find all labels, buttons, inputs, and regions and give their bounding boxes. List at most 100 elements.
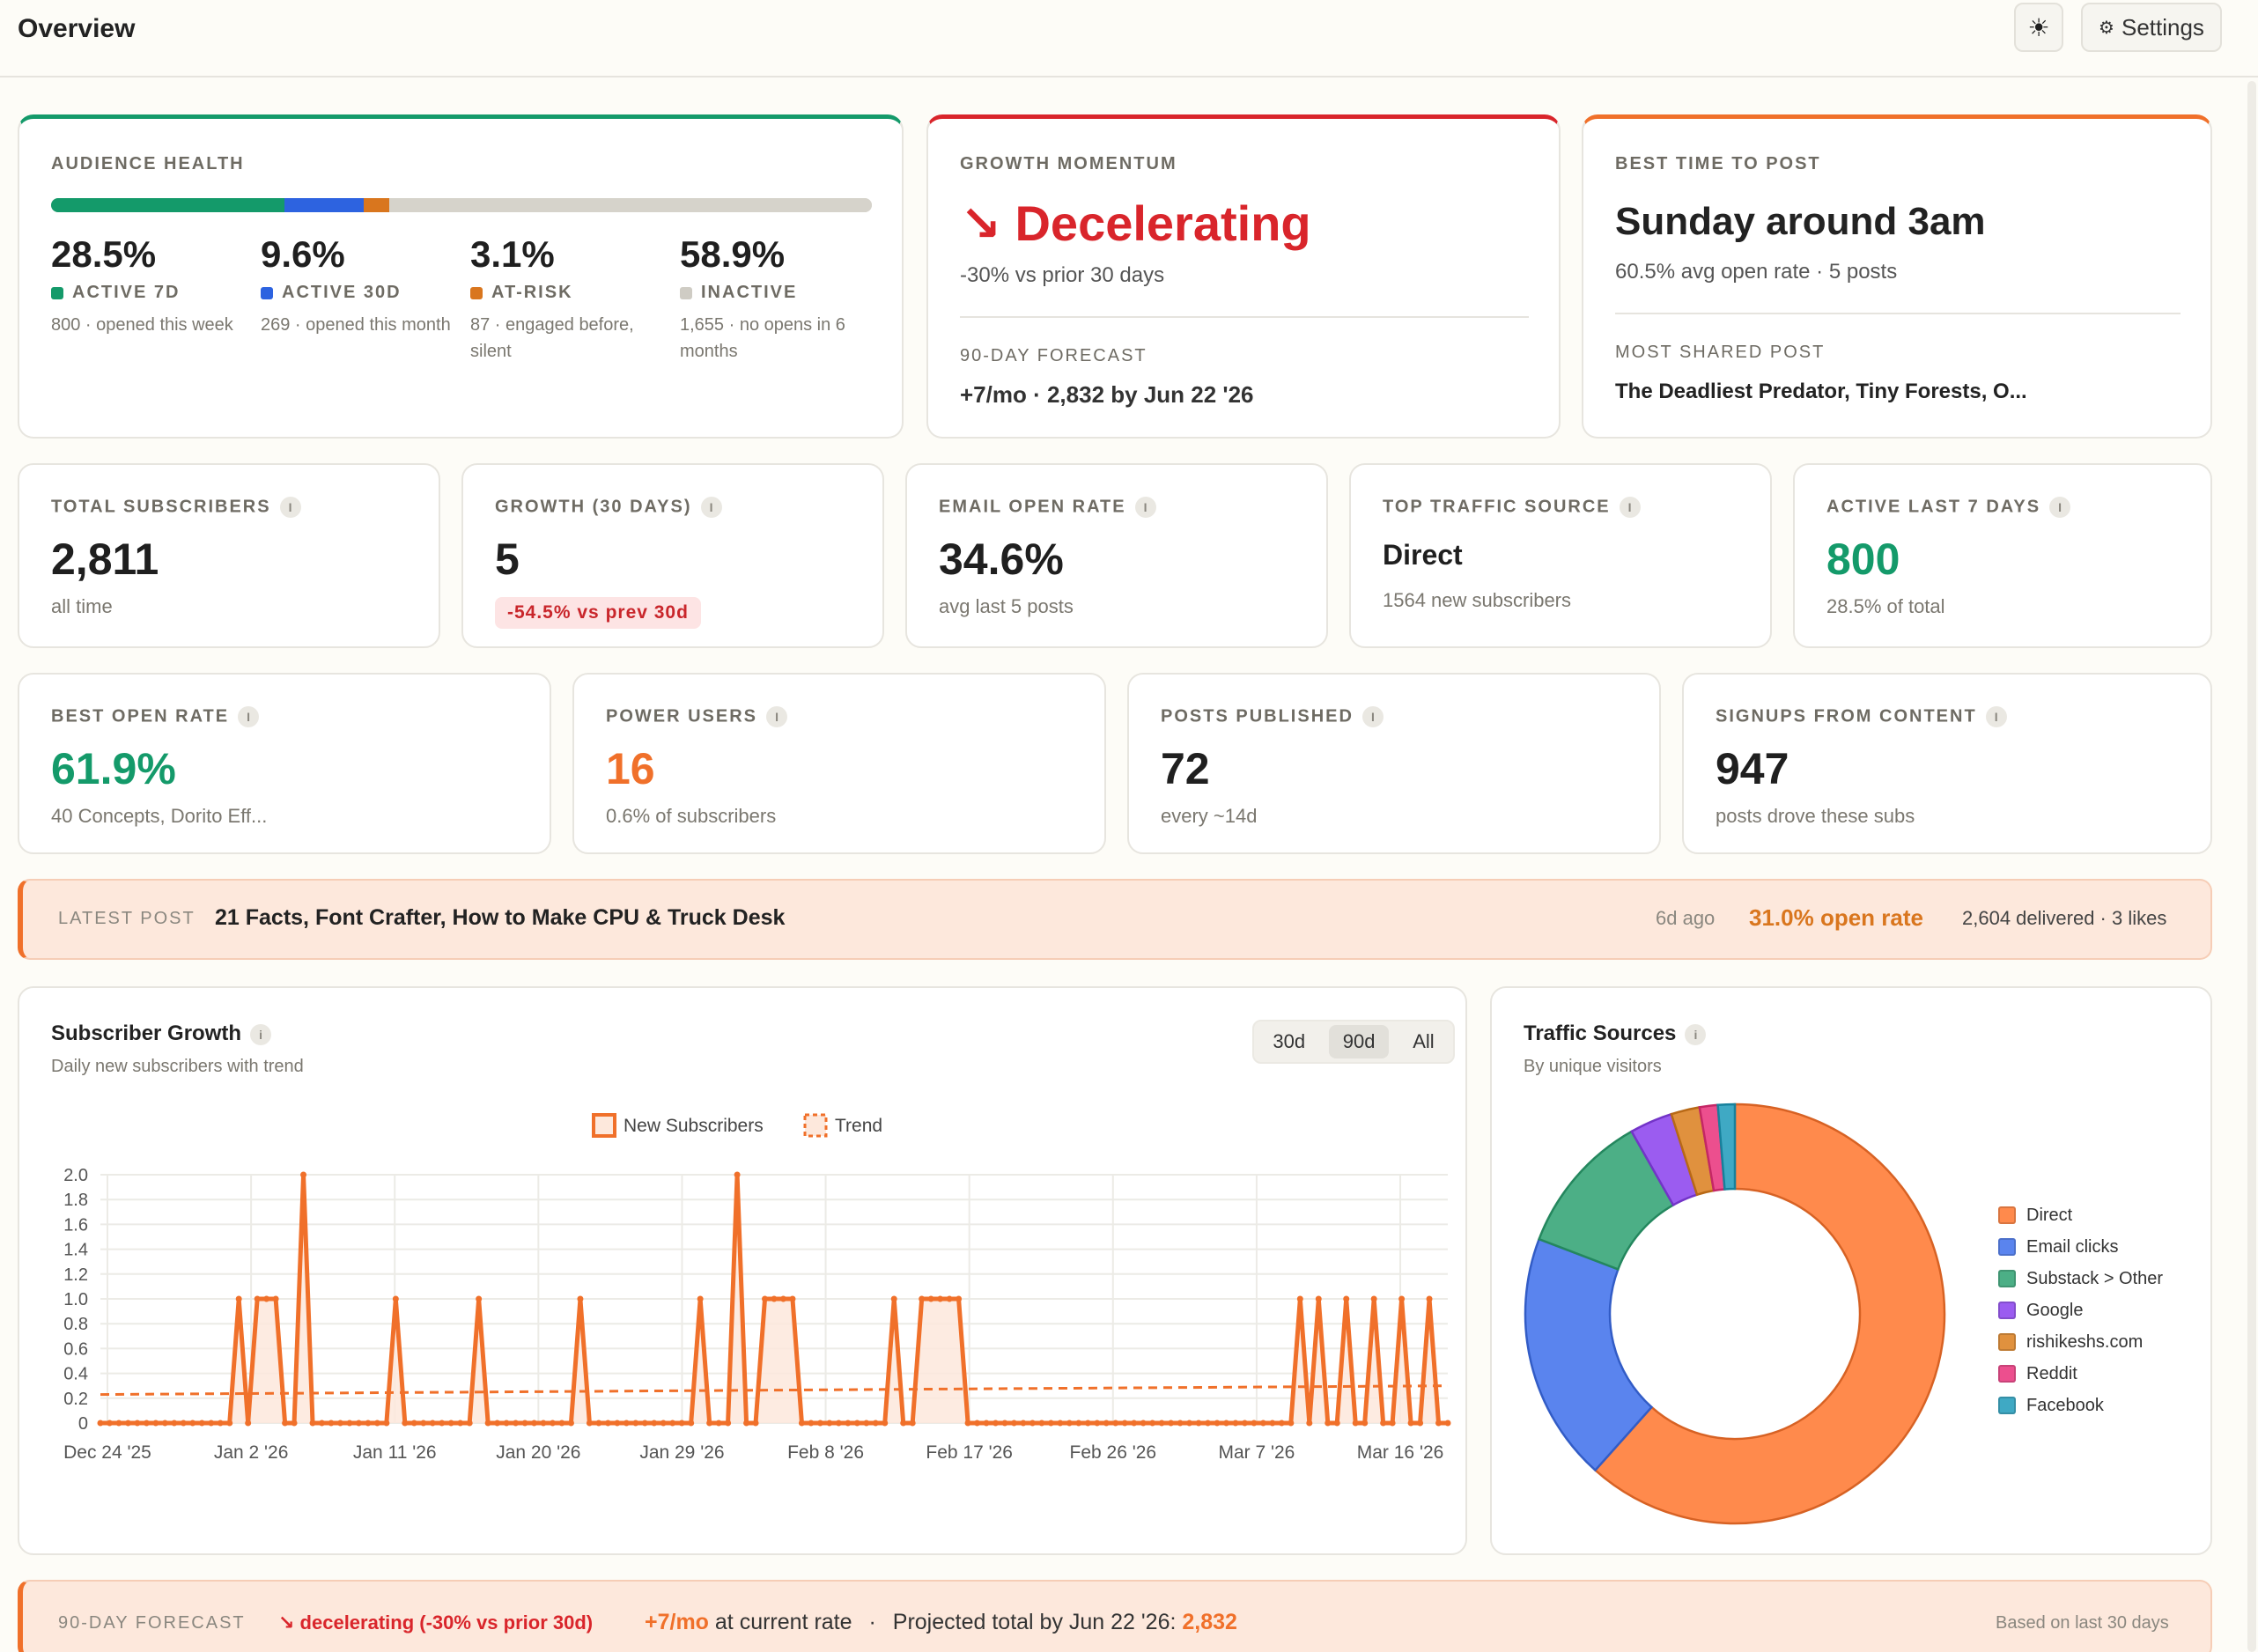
latest-post-delivered: 2,604 delivered · 3 likes <box>1962 907 2167 929</box>
y-tick-label: 0.2 <box>63 1390 88 1409</box>
legend-swatch <box>1998 1270 2016 1287</box>
y-tick-label: 0.8 <box>63 1315 88 1334</box>
settings-button[interactable]: ⚙ Settings <box>2081 3 2222 52</box>
range-90d[interactable]: 90d <box>1328 1025 1390 1058</box>
data-point <box>946 1295 953 1302</box>
stat-email-open-rate: EMAIL OPEN RATE i 34.6% avg last 5 posts <box>905 463 1328 648</box>
x-tick-label: Dec 24 '25 <box>63 1442 151 1463</box>
data-point <box>457 1420 464 1427</box>
data-point <box>1288 1420 1295 1427</box>
range-selector: 30d 90d All <box>1252 1020 1455 1064</box>
legend-item-rishikeshs-com[interactable]: rishikeshs.com <box>1998 1326 2163 1358</box>
data-point <box>521 1420 528 1427</box>
data-point <box>161 1420 168 1427</box>
forecast-value: +7/mo · 2,832 by Jun 22 '26 <box>960 381 1254 408</box>
y-tick-label: 1.0 <box>63 1290 88 1309</box>
most-shared-label: MOST SHARED POST <box>1615 343 1826 362</box>
subscriber-growth-title: Subscriber Growth <box>51 1021 242 1045</box>
sun-icon: ☀ <box>2027 13 2050 41</box>
stat-power-users: POWER USERS i 16 0.6% of subscribers <box>572 673 1106 854</box>
data-point <box>263 1295 270 1302</box>
data-point <box>651 1420 658 1427</box>
data-point <box>1029 1420 1036 1427</box>
forecast-banner: 90-DAY FORECAST ↘ decelerating (-30% vs … <box>18 1580 2212 1652</box>
data-point <box>198 1420 205 1427</box>
data-point <box>900 1420 907 1427</box>
stat-growth-30-days: GROWTH (30 DAYS) i 5 -54.5% vs prev 30d <box>461 463 884 648</box>
active-7d-segment <box>51 198 285 212</box>
data-point <box>282 1420 289 1427</box>
info-icon[interactable]: i <box>250 1023 272 1045</box>
data-point <box>355 1420 362 1427</box>
data-point <box>1038 1420 1045 1427</box>
info-icon[interactable]: i <box>1361 706 1384 727</box>
most-shared-value[interactable]: The Deadliest Predator, Tiny Forests, O.… <box>1615 380 2027 403</box>
info-icon[interactable]: i <box>238 706 260 727</box>
data-point <box>319 1420 326 1427</box>
info-icon[interactable]: i <box>1619 497 1641 518</box>
stat-best-open-rate: BEST OPEN RATE i 61.9% 40 Concepts, Dorit… <box>18 673 551 854</box>
legend-item-substack-other[interactable]: Substack > Other <box>1998 1263 2163 1294</box>
data-point <box>1259 1420 1266 1427</box>
data-point <box>1398 1295 1406 1302</box>
info-icon[interactable]: i <box>1985 706 2007 727</box>
latest-post-label: LATEST POST <box>58 909 196 928</box>
data-point <box>97 1420 104 1427</box>
momentum-sub: -30% vs prior 30 days <box>960 263 1165 287</box>
legend-item-facebook[interactable]: Facebook <box>1998 1390 2163 1421</box>
data-point <box>1241 1420 1248 1427</box>
legend-swatch <box>1998 1302 2016 1319</box>
momentum-headline: ↘ Decelerating <box>960 195 1311 251</box>
data-point <box>909 1420 916 1427</box>
info-icon[interactable]: i <box>1134 497 1156 518</box>
settings-label: Settings <box>2121 13 2204 41</box>
data-point <box>1177 1420 1184 1427</box>
data-point <box>1214 1420 1221 1427</box>
theme-toggle-button[interactable]: ☀ <box>2014 3 2063 52</box>
scrollbar[interactable] <box>2247 81 2256 1652</box>
forecast-banner-rate: +7/mo <box>645 1610 709 1634</box>
data-point <box>549 1420 556 1427</box>
data-point <box>1232 1420 1239 1427</box>
active-30d-segment <box>284 198 364 212</box>
data-point <box>964 1420 971 1427</box>
data-point <box>835 1420 842 1427</box>
legend-item-direct[interactable]: Direct <box>1998 1199 2163 1231</box>
data-point <box>1380 1420 1387 1427</box>
data-point <box>180 1420 187 1427</box>
data-point <box>1306 1420 1313 1427</box>
data-point <box>235 1295 242 1302</box>
forecast-banner-trend: ↘ decelerating (-30% vs prior 30d) <box>278 1611 594 1634</box>
legend-label: Email clicks <box>2026 1236 2119 1257</box>
range-30d[interactable]: 30d <box>1273 1030 1306 1052</box>
info-icon[interactable]: i <box>2049 497 2071 518</box>
y-tick-label: 0 <box>78 1414 88 1434</box>
data-point <box>890 1295 897 1302</box>
legend-item-reddit[interactable]: Reddit <box>1998 1358 2163 1390</box>
info-icon[interactable]: i <box>700 497 722 518</box>
range-all[interactable]: All <box>1413 1030 1435 1052</box>
data-point <box>632 1420 639 1427</box>
latest-post-banner[interactable]: LATEST POST 21 Facts, Font Crafter, How … <box>18 879 2212 960</box>
legend-item-google[interactable]: Google <box>1998 1294 2163 1326</box>
forecast-banner-projection-value: 2,832 <box>1182 1610 1237 1634</box>
data-point <box>1417 1420 1424 1427</box>
info-icon[interactable]: i <box>279 497 301 518</box>
best-time-card: BEST TIME TO POST Sunday around 3am 60.5… <box>1582 114 2212 439</box>
data-point <box>779 1295 786 1302</box>
data-point <box>346 1420 353 1427</box>
traffic-sources-legend: Direct Email clicks Substack > Other Google… <box>1998 1199 2163 1421</box>
latest-post-title[interactable]: 21 Facts, Font Crafter, How to Make CPU … <box>215 905 786 930</box>
legend-swatch <box>1998 1206 2016 1224</box>
data-point <box>245 1420 252 1427</box>
data-point <box>1251 1420 1258 1427</box>
info-icon[interactable]: i <box>1685 1023 1707 1045</box>
growth-momentum-label: GROWTH MOMENTUM <box>960 154 1177 173</box>
data-point <box>439 1420 446 1427</box>
data-point <box>983 1420 990 1427</box>
legend-item-email-clicks[interactable]: Email clicks <box>1998 1231 2163 1263</box>
inactive-segment <box>388 198 872 212</box>
info-icon[interactable]: i <box>766 706 788 727</box>
forecast-banner-projection: Projected total by Jun 22 '26: <box>892 1610 1177 1634</box>
data-point <box>115 1420 122 1427</box>
